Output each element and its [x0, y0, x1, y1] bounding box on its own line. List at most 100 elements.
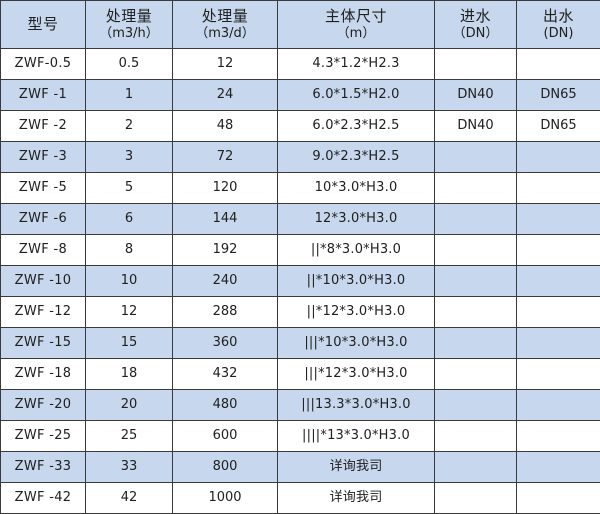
cell-inlet-diameter: DN40: [435, 80, 517, 111]
column-header-outlet: 出水 (DN): [517, 1, 600, 49]
column-header-flow-hourly-unit: （m3/h）: [88, 26, 170, 42]
cell-inlet-diameter: [435, 297, 517, 328]
cell-flow-daily: 120: [173, 173, 278, 204]
cell-inlet-diameter: [435, 359, 517, 390]
cell-flow-hourly: 12: [86, 297, 173, 328]
column-header-flow-daily-title: 处理量: [202, 7, 249, 25]
cell-flow-hourly: 3: [86, 142, 173, 173]
cell-outlet-diameter: [517, 266, 600, 297]
cell-flow-daily: 800: [173, 452, 278, 483]
cell-flow-hourly: 6: [86, 204, 173, 235]
cell-model: ZWF -18: [1, 359, 86, 390]
cell-outlet-diameter: [517, 204, 600, 235]
cell-dimensions: ||*12*3.0*H3.0: [278, 297, 435, 328]
cell-outlet-diameter: [517, 235, 600, 266]
table-header: 型号 处理量 （m3/h） 处理量 （m3/d） 主体尺寸 （m） 进水 （DN…: [1, 1, 600, 49]
cell-outlet-diameter: [517, 390, 600, 421]
cell-outlet-diameter: [517, 173, 600, 204]
cell-inlet-diameter: [435, 452, 517, 483]
cell-flow-daily: 288: [173, 297, 278, 328]
header-row: 型号 处理量 （m3/h） 处理量 （m3/d） 主体尺寸 （m） 进水 （DN…: [1, 1, 600, 49]
cell-inlet-diameter: [435, 266, 517, 297]
cell-model: ZWF -3: [1, 142, 86, 173]
cell-flow-daily: 24: [173, 80, 278, 111]
cell-inlet-diameter: [435, 390, 517, 421]
cell-model: ZWF -20: [1, 390, 86, 421]
column-header-dimensions-unit: （m）: [280, 26, 432, 42]
cell-flow-daily: 240: [173, 266, 278, 297]
cell-model: ZWF -8: [1, 235, 86, 266]
cell-flow-hourly: 10: [86, 266, 173, 297]
cell-inlet-diameter: [435, 49, 517, 80]
column-header-inlet: 进水 （DN）: [435, 1, 517, 49]
column-header-outlet-title: 出水: [543, 7, 574, 25]
cell-flow-hourly: 1: [86, 80, 173, 111]
cell-flow-daily: 12: [173, 49, 278, 80]
cell-dimensions: 9.0*2.3*H2.5: [278, 142, 435, 173]
cell-inlet-diameter: [435, 483, 517, 514]
column-header-dimensions-title: 主体尺寸: [325, 7, 387, 25]
cell-dimensions: 详询我司: [278, 452, 435, 483]
cell-flow-daily: 600: [173, 421, 278, 452]
column-header-outlet-unit: (DN): [519, 26, 598, 42]
cell-model: ZWF-0.5: [1, 49, 86, 80]
cell-outlet-diameter: [517, 452, 600, 483]
cell-outlet-diameter: [517, 49, 600, 80]
cell-inlet-diameter: [435, 173, 517, 204]
cell-model: ZWF -15: [1, 328, 86, 359]
cell-inlet-diameter: [435, 421, 517, 452]
cell-model: ZWF -12: [1, 297, 86, 328]
cell-dimensions: |||*10*3.0*H3.0: [278, 328, 435, 359]
cell-flow-daily: 1000: [173, 483, 278, 514]
cell-flow-hourly: 25: [86, 421, 173, 452]
cell-model: ZWF -33: [1, 452, 86, 483]
cell-flow-daily: 192: [173, 235, 278, 266]
cell-dimensions: |||13.3*3.0*H3.0: [278, 390, 435, 421]
cell-dimensions: 详询我司: [278, 483, 435, 514]
cell-outlet-diameter: DN65: [517, 80, 600, 111]
cell-model: ZWF -6: [1, 204, 86, 235]
cell-flow-hourly: 2: [86, 111, 173, 142]
cell-inlet-diameter: [435, 235, 517, 266]
cell-outlet-diameter: [517, 359, 600, 390]
cell-dimensions: ||*8*3.0*H3.0: [278, 235, 435, 266]
column-header-flow-hourly-title: 处理量: [106, 7, 153, 25]
column-header-flow-hourly: 处理量 （m3/h）: [86, 1, 173, 49]
column-header-model-title: 型号: [27, 15, 58, 33]
cell-flow-hourly: 15: [86, 328, 173, 359]
column-header-model: 型号: [1, 1, 86, 49]
cell-flow-hourly: 20: [86, 390, 173, 421]
cell-dimensions: 6.0*1.5*H2.0: [278, 80, 435, 111]
cell-model: ZWF -2: [1, 111, 86, 142]
cell-dimensions: 10*3.0*H3.0: [278, 173, 435, 204]
cell-outlet-diameter: [517, 421, 600, 452]
cell-flow-daily: 480: [173, 390, 278, 421]
cell-outlet-diameter: DN65: [517, 111, 600, 142]
column-header-inlet-unit: （DN）: [437, 26, 514, 42]
cell-model: ZWF -10: [1, 266, 86, 297]
cell-model: ZWF -42: [1, 483, 86, 514]
cell-dimensions: ||||*13*3.0*H3.0: [278, 421, 435, 452]
cell-inlet-diameter: [435, 204, 517, 235]
cell-model: ZWF -1: [1, 80, 86, 111]
cell-flow-hourly: 42: [86, 483, 173, 514]
cell-flow-daily: 72: [173, 142, 278, 173]
cell-dimensions: ||*10*3.0*H3.0: [278, 266, 435, 297]
cell-outlet-diameter: [517, 142, 600, 173]
cell-outlet-diameter: [517, 483, 600, 514]
cell-inlet-diameter: [435, 328, 517, 359]
cell-dimensions: |||*12*3.0*H3.0: [278, 359, 435, 390]
column-header-flow-daily: 处理量 （m3/d）: [173, 1, 278, 49]
column-header-flow-daily-unit: （m3/d）: [175, 26, 275, 42]
